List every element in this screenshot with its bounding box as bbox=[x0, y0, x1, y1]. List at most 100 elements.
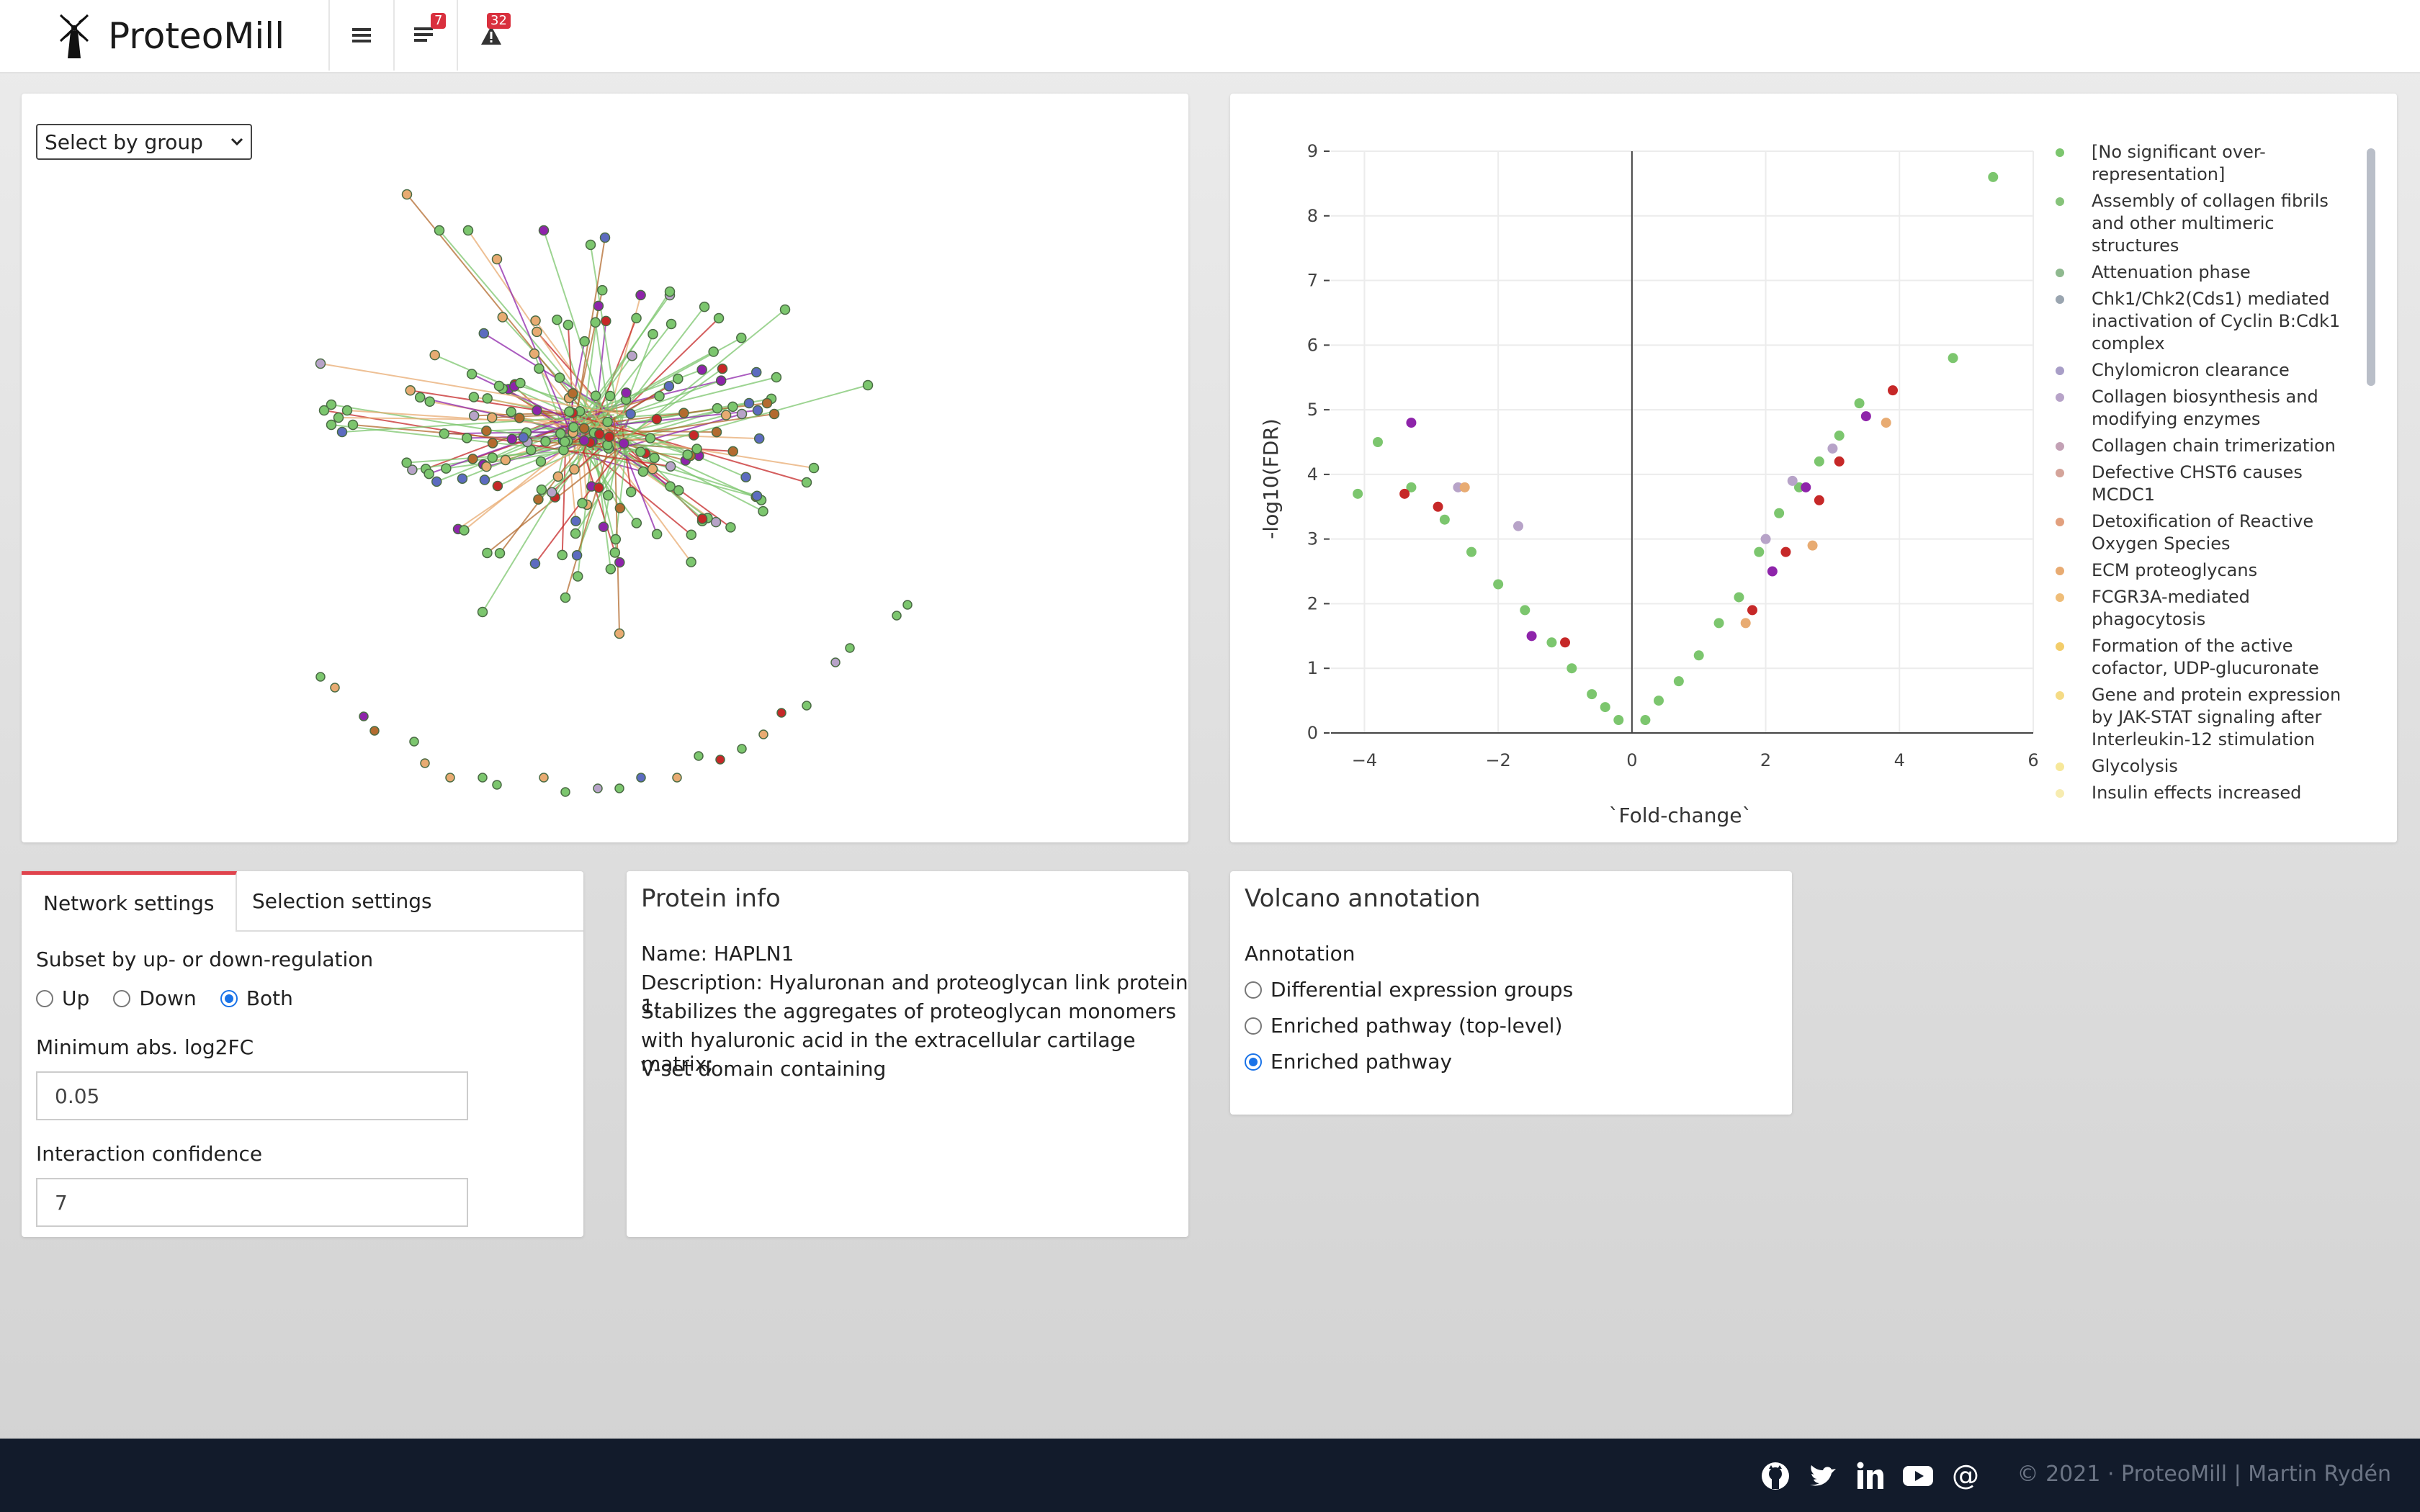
network-node[interactable] bbox=[594, 428, 605, 440]
network-node[interactable] bbox=[468, 410, 480, 421]
network-node[interactable] bbox=[618, 438, 629, 449]
radio-down[interactable]: Down bbox=[113, 986, 197, 1010]
brand[interactable]: ProteoMill bbox=[53, 10, 284, 62]
network-node[interactable] bbox=[466, 369, 478, 379]
network-node[interactable] bbox=[478, 459, 489, 470]
volcano-point[interactable] bbox=[1560, 637, 1570, 648]
network-node[interactable] bbox=[830, 657, 841, 667]
network-node[interactable] bbox=[771, 372, 782, 383]
network-node[interactable] bbox=[603, 490, 614, 501]
volcano-point[interactable] bbox=[1713, 618, 1724, 629]
network-node[interactable] bbox=[581, 499, 593, 510]
network-node[interactable] bbox=[673, 485, 684, 496]
volcano-point[interactable] bbox=[1747, 605, 1757, 616]
network-node[interactable] bbox=[602, 439, 613, 451]
network-node[interactable] bbox=[713, 312, 725, 324]
network-node[interactable] bbox=[625, 408, 636, 420]
network-node[interactable] bbox=[506, 406, 516, 418]
legend-item[interactable]: Assembly of collagen fibrils and other m… bbox=[2051, 190, 2354, 257]
network-node[interactable] bbox=[614, 783, 624, 793]
network-node[interactable] bbox=[740, 472, 751, 482]
network-node[interactable] bbox=[605, 564, 617, 575]
volcano-point[interactable] bbox=[1406, 482, 1417, 492]
network-node[interactable] bbox=[776, 708, 786, 718]
network-node[interactable] bbox=[508, 381, 520, 392]
volcano-point[interactable] bbox=[1814, 495, 1824, 505]
twitter-icon[interactable] bbox=[1807, 1460, 1839, 1492]
radio-circle[interactable] bbox=[1245, 1017, 1262, 1035]
network-node[interactable] bbox=[563, 319, 574, 330]
network-node[interactable] bbox=[609, 547, 621, 558]
network-node[interactable] bbox=[492, 480, 503, 492]
network-node[interactable] bbox=[559, 436, 570, 447]
network-node[interactable] bbox=[751, 490, 763, 501]
network-node[interactable] bbox=[578, 423, 590, 434]
network-node[interactable] bbox=[766, 393, 777, 405]
network-node[interactable] bbox=[568, 422, 579, 433]
network-node[interactable] bbox=[546, 487, 557, 498]
network-node[interactable] bbox=[514, 413, 525, 423]
network-node[interactable] bbox=[753, 433, 765, 444]
network-node[interactable] bbox=[554, 372, 565, 383]
network-node[interactable] bbox=[715, 755, 725, 765]
network-node[interactable] bbox=[725, 522, 736, 533]
network-node[interactable] bbox=[635, 289, 646, 301]
network-node[interactable] bbox=[665, 461, 676, 472]
network-node[interactable] bbox=[802, 701, 812, 711]
network-node[interactable] bbox=[779, 304, 791, 315]
network-node[interactable] bbox=[649, 452, 660, 464]
network-node[interactable] bbox=[560, 592, 571, 603]
network-node[interactable] bbox=[686, 529, 697, 541]
network-node[interactable] bbox=[532, 326, 542, 338]
legend-item[interactable]: ECM proteoglycans bbox=[2051, 559, 2354, 582]
radio-circle[interactable] bbox=[1245, 1053, 1262, 1071]
network-node[interactable] bbox=[578, 435, 590, 446]
network-node[interactable] bbox=[568, 427, 578, 438]
network-node[interactable] bbox=[708, 346, 719, 357]
volcano-point[interactable] bbox=[1654, 696, 1664, 706]
radio-enriched-pathway[interactable]: Enriched pathway bbox=[1245, 1050, 1472, 1074]
network-node[interactable] bbox=[598, 521, 609, 533]
network-node[interactable] bbox=[445, 773, 455, 783]
volcano-point[interactable] bbox=[1600, 702, 1610, 713]
network-node[interactable] bbox=[614, 628, 625, 639]
network-node[interactable] bbox=[497, 312, 508, 323]
volcano-point[interactable] bbox=[1520, 605, 1531, 616]
network-node[interactable] bbox=[691, 444, 702, 454]
network-node[interactable] bbox=[424, 396, 435, 408]
github-icon[interactable] bbox=[1760, 1460, 1791, 1492]
network-node[interactable] bbox=[434, 225, 445, 236]
volcano-point[interactable] bbox=[1814, 456, 1824, 467]
network-node[interactable] bbox=[602, 416, 613, 428]
network-node[interactable] bbox=[567, 390, 578, 401]
network-node[interactable] bbox=[341, 405, 353, 416]
network-node[interactable] bbox=[593, 428, 604, 438]
legend-item[interactable]: Chk1/Chk2(Cds1) mediated inactivation of… bbox=[2051, 288, 2354, 355]
network-node[interactable] bbox=[845, 643, 855, 653]
network-node[interactable] bbox=[737, 744, 747, 754]
network-node[interactable] bbox=[636, 773, 646, 783]
volcano-point[interactable] bbox=[1613, 715, 1624, 726]
network-node[interactable] bbox=[604, 431, 615, 443]
volcano-point[interactable] bbox=[1754, 546, 1765, 557]
legend-item[interactable]: Gene and protein expression by JAK-STAT … bbox=[2051, 684, 2354, 751]
network-node[interactable] bbox=[758, 505, 768, 517]
volcano-plot[interactable]: −4 −2 0 2 4 6 0 1 2 3 4 5 6 7 8 9 `Fold-change` -log10(… bbox=[1230, 94, 2044, 842]
network-node[interactable] bbox=[801, 477, 812, 488]
volcano-point[interactable] bbox=[1834, 431, 1845, 441]
volcano-legend[interactable]: [No significant over-representation] Asse… bbox=[2051, 141, 2354, 805]
network-node[interactable] bbox=[597, 284, 608, 296]
network-node[interactable] bbox=[494, 548, 506, 559]
legend-item[interactable]: Collagen chain trimerization bbox=[2051, 435, 2354, 457]
volcano-point[interactable] bbox=[1948, 353, 1958, 364]
network-node[interactable] bbox=[590, 317, 601, 328]
network-node[interactable] bbox=[720, 410, 732, 420]
legend-item[interactable]: Insulin effects increased bbox=[2051, 782, 2354, 804]
network-node[interactable] bbox=[462, 225, 474, 236]
network-node[interactable] bbox=[318, 405, 330, 416]
network-node[interactable] bbox=[664, 289, 676, 301]
network-node[interactable] bbox=[647, 328, 658, 340]
group-select[interactable]: Select by group bbox=[36, 124, 252, 160]
volcano-point[interactable] bbox=[1466, 546, 1476, 557]
network-node[interactable] bbox=[761, 397, 773, 409]
